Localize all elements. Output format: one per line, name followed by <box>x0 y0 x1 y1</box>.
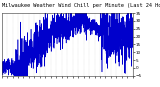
Text: Milwaukee Weather Wind Chill per Minute (Last 24 Hours): Milwaukee Weather Wind Chill per Minute … <box>2 3 160 8</box>
